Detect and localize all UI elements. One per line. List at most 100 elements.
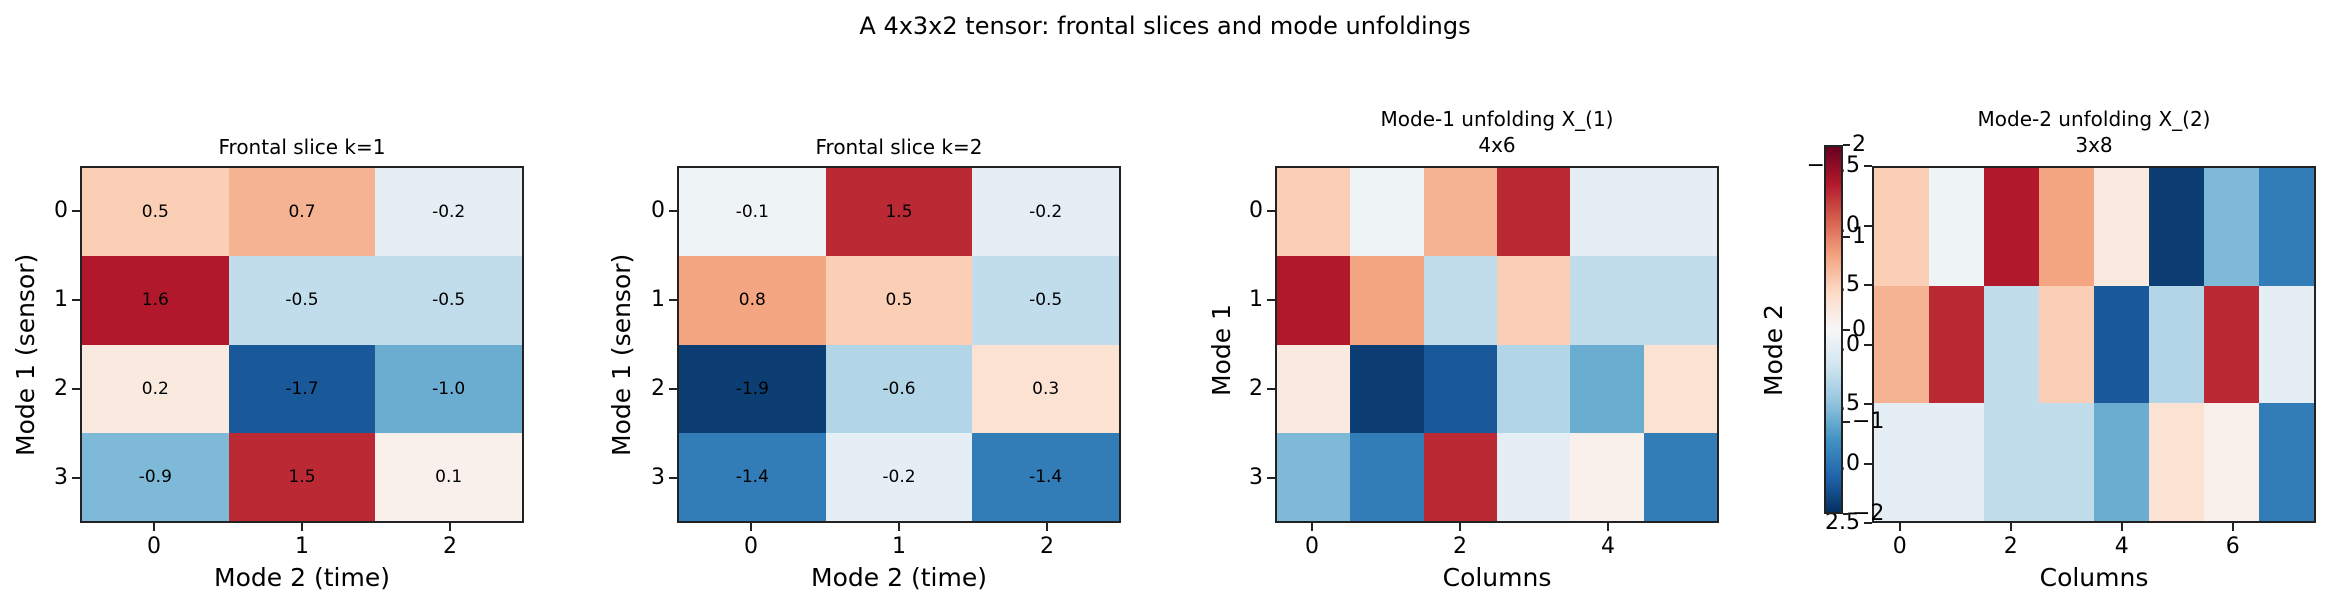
heatmap-cell (2204, 168, 2259, 286)
heatmap-cell (1570, 256, 1644, 345)
heatmap-axes: -0.1 1.5 -0.2 0.8 0.5 -0.5 -1.9 -0.6 0.3 -1.4 -0.2… (677, 166, 1121, 523)
x-tick (449, 523, 451, 531)
heatmap-cell (1984, 168, 2039, 286)
cell-value-label: -1.4 (1029, 466, 1063, 487)
cell-value-label: 0.3 (1032, 378, 1060, 399)
heatmap-cell (2094, 285, 2149, 404)
heatmap-cell (1497, 168, 1571, 257)
cell-value-label: 1.6 (141, 290, 169, 311)
cell-value-label: 0.5 (885, 290, 913, 311)
panel-subtitle: 4x6 (1478, 133, 1516, 157)
heatmap-cell (1643, 432, 1717, 521)
heatmap-cell (1643, 256, 1717, 345)
heatmap-cell (1497, 256, 1571, 345)
heatmap-cell (1423, 256, 1497, 345)
y-tick-label: 2 (1249, 376, 1263, 402)
y-axis-label: Mode 1 (sensor) (607, 253, 636, 456)
x-tick-label: 0 (1305, 534, 1319, 559)
heatmap-cell (1277, 432, 1351, 521)
panel-title: Mode-2 unfolding X_(2) (1977, 107, 2211, 131)
panel-title: Frontal slice k=1 (218, 135, 386, 159)
x-tick (898, 523, 900, 531)
heatmap-cell (2204, 403, 2259, 521)
x-tick-label: 2 (443, 534, 457, 559)
heatmap-axes: 0.5 0.7 -0.2 1.6 -0.5 -0.5 0.2 -1.7 -1.0 -0.9 1.5 0… (80, 166, 524, 523)
x-tick (1607, 523, 1609, 531)
heatmap-cell (1929, 403, 1984, 521)
colorbar (1824, 145, 1843, 514)
heatmap-cell (2149, 285, 2204, 404)
heatmap-cell: -1.0 (375, 344, 522, 433)
y-tick-label: 1 (1249, 286, 1263, 312)
y-tick (669, 388, 677, 391)
heatmap-cell: -0.2 (825, 432, 973, 521)
heatmap-cell (2039, 285, 2094, 404)
heatmap-cell: 1.6 (82, 256, 229, 345)
cell-value-label: -0.2 (432, 202, 466, 223)
heatmap-cell (1350, 256, 1424, 345)
heatmap-cell: -0.6 (825, 344, 973, 433)
x-tick-label: 0 (1892, 534, 1907, 559)
x-tick-label: 6 (2225, 534, 2240, 559)
heatmap-cell: -0.1 (679, 168, 826, 257)
y-tick (1864, 462, 1872, 465)
heatmap-cell: -1.7 (228, 344, 376, 433)
heatmap-cell (1929, 285, 1984, 404)
y-tick-label: 3 (651, 465, 665, 491)
x-tick (153, 523, 155, 531)
heatmap-cell: -0.5 (375, 256, 522, 345)
x-tick-label: 2 (1040, 534, 1054, 559)
heatmap-cell (1423, 168, 1497, 257)
figure-suptitle: A 4x3x2 tensor: frontal slices and mode … (859, 12, 1471, 40)
heatmap-cell (2259, 285, 2314, 404)
cell-value-label: -1.9 (735, 378, 769, 399)
y-tick (1267, 477, 1275, 480)
heatmap-cell (1874, 168, 1929, 286)
x-axis-label: Columns (1442, 563, 1552, 592)
y-tick-label: 0 (651, 197, 665, 223)
x-tick (2231, 523, 2234, 531)
colorbar-tick (1843, 144, 1850, 146)
heatmap-cell: -0.5 (972, 256, 1119, 345)
x-tick (301, 523, 303, 531)
x-tick-label: 4 (1601, 534, 1615, 559)
y-tick (669, 209, 677, 212)
y-tick-label: 3 (54, 465, 68, 491)
cell-value-label: 1.5 (288, 466, 316, 487)
heatmap-cell (1497, 432, 1571, 521)
x-axis-label: Mode 2 (time) (214, 563, 390, 592)
y-tick (1267, 298, 1275, 301)
cell-value-label: 1.5 (885, 202, 913, 223)
cell-value-label: -1.7 (285, 378, 319, 399)
y-tick (1864, 284, 1872, 286)
heatmap-cell (1643, 344, 1717, 433)
heatmap-axes (1275, 166, 1719, 523)
cell-value-label: -0.1 (735, 202, 769, 223)
cell-value-label: -0.6 (882, 378, 916, 399)
x-tick (2120, 523, 2123, 531)
y-tick (669, 477, 677, 480)
cell-value-label: -0.2 (882, 466, 916, 487)
heatmap-cell: 0.2 (82, 344, 229, 433)
cell-value-label: 0.5 (141, 202, 169, 223)
colorbar-tick (1843, 328, 1850, 331)
panel-subtitle: 3x8 (2075, 133, 2113, 157)
x-tick-label: 1 (295, 534, 309, 559)
colorbar-tick-label: 1 (1852, 224, 1866, 250)
colorbar-tick-label: −1 (1852, 408, 1885, 434)
y-tick-label: 0 (1249, 197, 1263, 223)
heatmap-cell (1423, 432, 1497, 521)
x-tick-label: 2 (2003, 534, 2018, 559)
y-tick-label: 2 (54, 376, 68, 402)
heatmap-cell (2094, 168, 2149, 286)
y-tick-label: 0 (54, 197, 68, 223)
cell-value-label: 0.7 (288, 202, 316, 223)
heatmap-cell (1874, 403, 1929, 521)
cell-value-label: -0.5 (432, 290, 466, 311)
x-tick-label: 4 (2114, 534, 2129, 559)
heatmap-grid (1277, 168, 1717, 521)
y-axis-label: Mode 1 (1207, 304, 1236, 396)
heatmap-cell: 0.5 (825, 256, 973, 345)
cell-value-label: -1.4 (735, 466, 769, 487)
colorbar-tick-label: 2 (1852, 132, 1866, 157)
